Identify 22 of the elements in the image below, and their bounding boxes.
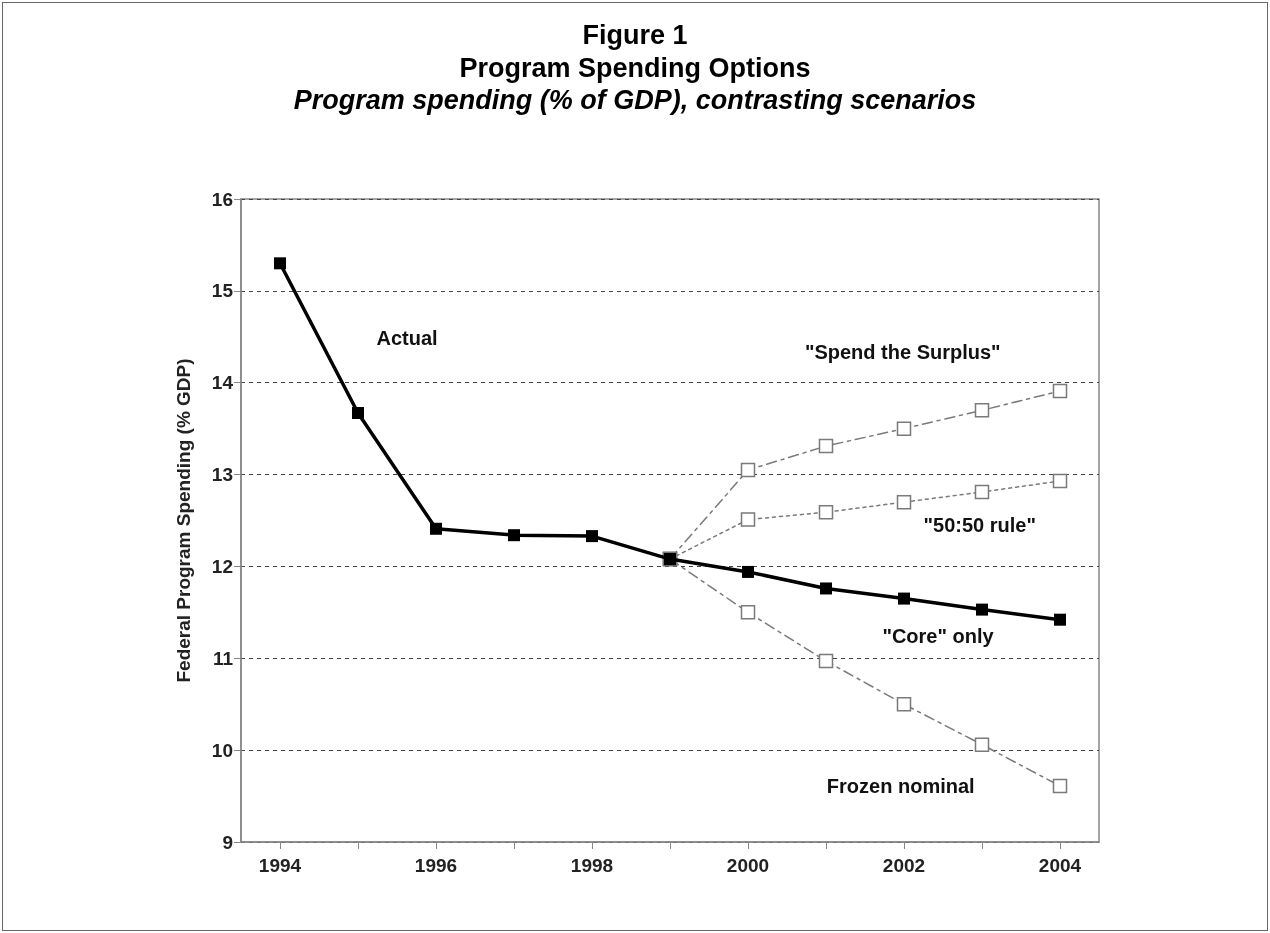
x-tick-label: 2004 xyxy=(1038,855,1082,876)
y-tick-label: 12 xyxy=(211,555,233,577)
x-tick-label: 2000 xyxy=(726,855,770,876)
x-tick-label: 1998 xyxy=(570,855,614,876)
y-tick-label: 15 xyxy=(211,280,234,302)
x-tick-label: 1994 xyxy=(258,855,302,876)
y-tick-label: 14 xyxy=(211,372,234,394)
y-tick-label: 10 xyxy=(211,739,233,761)
series-label: "50:50 rule" xyxy=(923,513,1036,536)
chart-subtitle: Program spending (% of GDP), contrasting scenarios xyxy=(293,84,977,115)
series-label: Frozen nominal xyxy=(826,774,975,797)
y-tick-label: 13 xyxy=(211,464,233,486)
y-tick-label: 11 xyxy=(212,647,234,669)
text: "Spend the Surplus" xyxy=(804,340,1001,363)
y-axis-title: Federal Program Spending (% GDP) xyxy=(173,358,194,683)
y-tick-label: 16 xyxy=(211,188,233,210)
text: Actual xyxy=(376,327,438,350)
x-tick-label: 2002 xyxy=(882,855,926,876)
series-label: "Core" only xyxy=(882,624,995,647)
x-tick-label: 1996 xyxy=(414,855,458,876)
chart-title: Figure 1 Program Spending Options xyxy=(459,19,811,83)
y-tick-label: 9 xyxy=(222,831,233,853)
